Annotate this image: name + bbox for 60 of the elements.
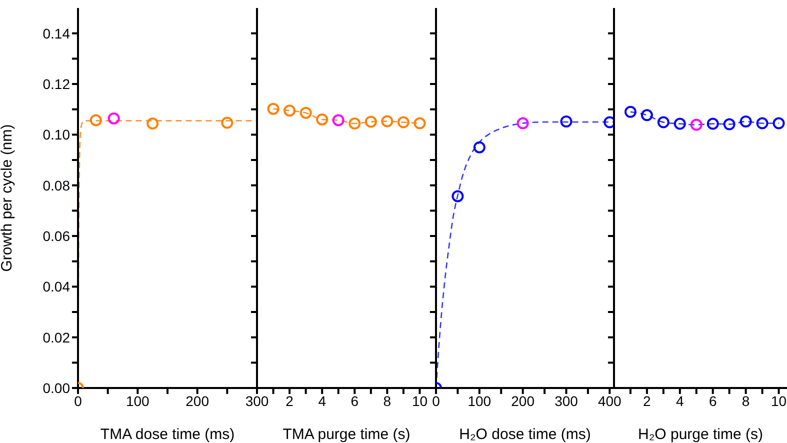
point: [267, 102, 280, 115]
x-tick-label: 10: [412, 392, 428, 409]
point: [300, 106, 312, 119]
x-tick-label: 0: [432, 392, 440, 409]
y-tick-label: 0.14: [42, 25, 70, 42]
point: [221, 116, 234, 129]
point: [348, 118, 361, 130]
x-tick-label: 300: [245, 392, 269, 409]
point: [108, 112, 120, 124]
point: [332, 114, 344, 126]
point: [452, 190, 464, 202]
point: [772, 117, 785, 130]
x-tick-label: 8: [742, 392, 750, 409]
x-tick-label: 2: [286, 392, 294, 409]
point: [674, 118, 686, 130]
x-tick-label: 200: [186, 392, 210, 409]
y-tick-label: 0.06: [42, 228, 70, 244]
point: [414, 117, 426, 130]
x-tick-label: 0: [74, 392, 82, 409]
x-tick-label: 6: [708, 392, 717, 409]
point: [657, 116, 670, 128]
x-tick-label: 6: [350, 392, 359, 409]
y-tick-label: 0.02: [42, 329, 70, 346]
y-tick-label: 0.08: [42, 177, 70, 194]
x-axis-title: H₂O purge time (s): [638, 426, 764, 443]
x-axis-title: TMA purge time (s): [282, 426, 410, 443]
x-axis-title: TMA dose time (ms): [100, 426, 235, 443]
point: [90, 114, 102, 126]
x-tick-label: 4: [676, 392, 684, 409]
point: [146, 118, 159, 130]
point: [364, 116, 377, 128]
x-tick-label: 400: [598, 392, 622, 409]
point: [723, 118, 736, 130]
point: [397, 116, 410, 128]
x-tick-label: 100: [468, 392, 492, 409]
x-tick-label: 10: [770, 392, 787, 409]
point: [516, 117, 529, 130]
x-tick-label: 2: [643, 392, 652, 409]
point: [640, 109, 653, 122]
y-tick-label: 0.12: [42, 76, 70, 92]
y-tick-label: 0.00: [42, 380, 70, 396]
y-tick-label: 0.10: [42, 126, 70, 143]
point: [284, 104, 296, 117]
point: [473, 141, 486, 154]
point: [316, 113, 328, 126]
point: [756, 117, 768, 130]
x-tick-label: 4: [318, 392, 326, 409]
y-tick-label: 0.04: [42, 278, 70, 295]
point: [624, 106, 636, 118]
point: [381, 115, 394, 128]
point: [706, 118, 719, 130]
point: [560, 115, 572, 128]
x-tick-label: 8: [383, 392, 392, 409]
x-tick-label: 200: [511, 392, 535, 409]
x-tick-label: 100: [126, 392, 150, 409]
point: [690, 118, 702, 131]
x-axis-title: H₂O dose time (ms): [459, 426, 591, 443]
point: [740, 115, 752, 128]
y-axis-title: Growth per cycle (nm): [0, 124, 16, 272]
x-tick-label: 300: [554, 392, 578, 409]
